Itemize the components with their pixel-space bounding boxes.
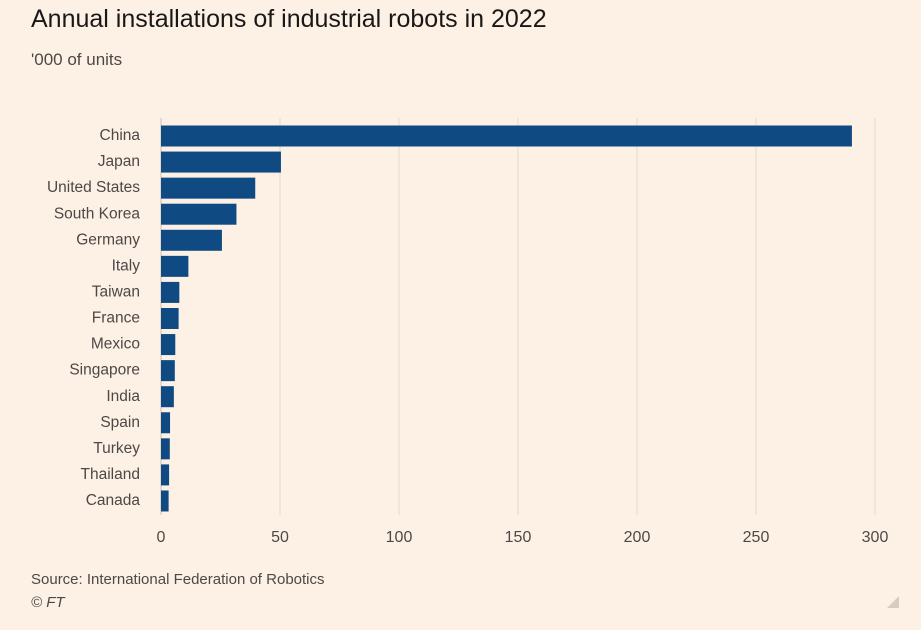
resize-handle-icon[interactable]	[887, 596, 899, 608]
category-label: Thailand	[81, 466, 140, 483]
bar	[161, 490, 169, 512]
category-label: Singapore	[69, 362, 140, 379]
ft-credit: © FT	[31, 594, 65, 611]
category-label: Italy	[112, 257, 141, 274]
chart-title: Annual installations of industrial robot…	[31, 5, 547, 33]
gridlines	[160, 118, 876, 515]
category-labels: China Japan United States South Korea German…	[47, 127, 140, 509]
x-axis-tick-labels: 0 50 100 150 200 250 300	[157, 529, 889, 546]
bar-chart: China Japan United States South Korea German…	[47, 118, 889, 546]
bars	[161, 125, 852, 512]
category-label: South Korea	[54, 205, 141, 222]
category-label: Spain	[100, 414, 140, 431]
category-label: Germany	[76, 231, 140, 248]
bar	[161, 281, 180, 303]
bar	[161, 177, 256, 199]
x-tick-label: 100	[386, 529, 413, 546]
category-label: Turkey	[93, 440, 140, 457]
x-tick-label: 0	[157, 529, 166, 546]
bar	[161, 386, 174, 408]
bar	[161, 307, 179, 329]
x-tick-label: 50	[271, 529, 289, 546]
x-tick-label: 250	[743, 529, 770, 546]
bar	[161, 334, 176, 356]
source-note: Source: International Federation of Robo…	[31, 571, 325, 588]
bar	[161, 412, 171, 434]
category-label: Mexico	[91, 336, 140, 353]
bar	[161, 203, 237, 225]
bar	[161, 464, 170, 486]
category-label: Japan	[98, 153, 140, 170]
chart-subtitle: '000 of units	[31, 50, 123, 69]
category-label: India	[106, 388, 140, 405]
bar	[161, 438, 170, 460]
category-label: China	[100, 127, 141, 144]
bar	[161, 125, 852, 147]
category-label: Taiwan	[92, 284, 140, 301]
x-tick-label: 200	[624, 529, 651, 546]
x-tick-label: 300	[862, 529, 889, 546]
category-label: France	[92, 310, 140, 327]
bar	[161, 255, 189, 277]
category-label: Canada	[86, 492, 141, 509]
bar	[161, 229, 222, 251]
bar	[161, 360, 175, 382]
bar	[161, 151, 281, 173]
category-label: United States	[47, 179, 140, 196]
x-tick-label: 150	[505, 529, 532, 546]
